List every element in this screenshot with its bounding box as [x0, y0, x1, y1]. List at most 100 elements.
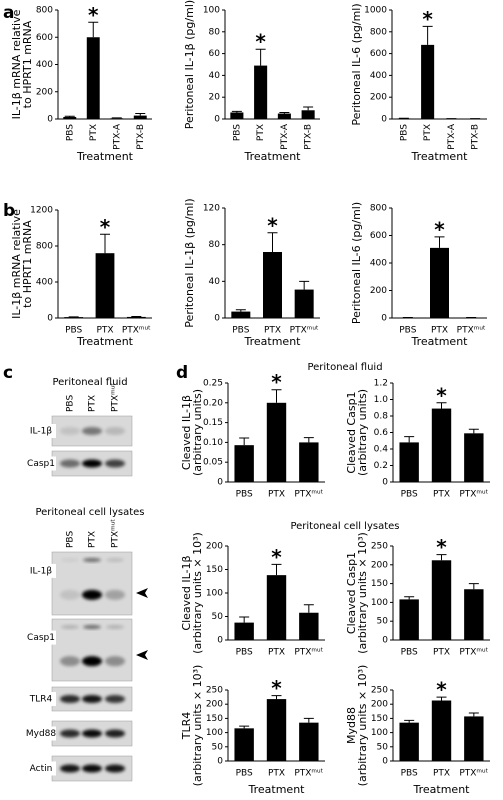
error-bar [239, 725, 250, 729]
y-tick-label: 0 [214, 115, 220, 125]
x-tick-label: PTXᵐᵘᵗ [290, 326, 319, 336]
y-tick-label: 80 [209, 27, 221, 37]
bar [266, 402, 287, 482]
y-tick-label: 0.6 [374, 428, 389, 438]
error-bar [404, 719, 415, 723]
x-tick-label: PTX-B [304, 124, 314, 150]
x-tick-label: PTXᵐᵘᵗ [457, 326, 486, 336]
y-tick-label: 800 [36, 6, 53, 16]
y-tick-label: 250 [206, 686, 223, 696]
blot-label: Casp1 [27, 459, 55, 469]
blot-label: TLR4 [29, 695, 53, 705]
blot-band [105, 729, 125, 738]
x-tick-label: PTX-A [447, 123, 457, 150]
x-tick-label: PTX [423, 124, 433, 141]
x-tick-label: PTXᵐᵘᵗ [459, 490, 488, 500]
y-tick-label: 200 [371, 700, 388, 710]
blot-label: Actin [30, 764, 53, 774]
y-tick-label: 0.15 [203, 418, 223, 428]
y-axis-label: (arbitrary units) [356, 389, 369, 476]
y-tick-label: 600 [370, 231, 387, 241]
section-heading: Peritoneal cell lysates [290, 521, 399, 532]
error-bar [434, 236, 445, 248]
x-axis-label: Treatment [413, 783, 471, 796]
y-axis-label: (arbitrary units × 10³) [191, 532, 204, 654]
blot-label: Casp1 [27, 633, 55, 643]
y-tick-label: 100 [203, 6, 220, 16]
arrowhead [136, 588, 148, 598]
blot-band [82, 427, 102, 435]
y-tick-label: 800 [370, 27, 387, 37]
blot-label-box [26, 456, 56, 471]
significance-mark: * [436, 383, 447, 407]
bar [464, 433, 484, 482]
x-tick-label: PBS [399, 124, 409, 141]
y-tick-label: 1200 [30, 206, 53, 216]
bar [230, 112, 244, 119]
y-axis-label: Peritoneal IL-6 (pg/ml) [350, 202, 363, 324]
y-tick-label: 40 [209, 71, 221, 81]
error-bar [271, 563, 282, 576]
panel-label: d [176, 363, 188, 383]
x-tick-label: PTXᵐᵘᵗ [459, 769, 488, 779]
x-tick-label: PTX-B [471, 124, 481, 150]
y-tick-label: 1.2 [374, 379, 388, 389]
error-bar [468, 712, 479, 717]
blot-label-box [26, 692, 56, 706]
x-tick-label: PBS [401, 648, 418, 658]
blot-band [105, 589, 125, 600]
y-axis-label: Myd88 [345, 707, 358, 744]
y-tick-label: 200 [371, 560, 388, 570]
blot-band [60, 729, 80, 738]
error-bar [436, 402, 447, 409]
blot-band [105, 427, 125, 435]
significance-mark: * [434, 217, 445, 241]
panel-label: a [3, 3, 14, 23]
x-tick-label: PBS [236, 490, 253, 500]
x-tick-label: PTX [433, 490, 450, 500]
blot-band [83, 558, 101, 562]
x-tick-label: PBS [401, 490, 418, 500]
bar [399, 442, 419, 482]
y-tick-label: 600 [36, 33, 53, 43]
blot-section-title: Peritoneal cell lysates [35, 507, 144, 518]
x-tick-label: PTXᵐᵘᵗ [294, 648, 323, 658]
x-tick-label: PTX-B [136, 124, 146, 150]
y-axis-label: to HPRT1 mRNA [21, 220, 34, 308]
y-tick-label: 200 [36, 87, 53, 97]
x-tick-label: PBS [401, 769, 418, 779]
bar [431, 700, 452, 761]
y-tick-label: 0 [47, 314, 53, 324]
bar [126, 316, 146, 318]
y-tick-label: 150 [371, 579, 388, 589]
blot-band [82, 589, 102, 600]
y-tick-label: 400 [36, 60, 53, 70]
error-bar [279, 111, 290, 114]
x-axis-label: Treatment [244, 335, 302, 348]
blot-band [60, 427, 80, 435]
error-bar [436, 554, 447, 561]
x-axis-label: Treatment [76, 335, 134, 348]
error-bar [271, 389, 282, 403]
lane-label: PBS [66, 395, 76, 412]
y-tick-label: 0.05 [203, 458, 223, 468]
x-tick-label: PBS [236, 769, 253, 779]
bar [301, 110, 315, 119]
x-tick-label: PTX [256, 124, 266, 141]
bar [254, 65, 268, 119]
x-tick-label: PTX [89, 124, 99, 141]
bar [234, 445, 254, 482]
y-tick-label: 0 [47, 115, 53, 125]
error-bar [235, 309, 246, 312]
significance-mark: * [271, 545, 282, 569]
significance-mark: * [271, 676, 282, 700]
blot-band [60, 764, 80, 773]
y-tick-label: 400 [370, 259, 387, 269]
bar [234, 622, 254, 640]
x-tick-label: PTXᵐᵘᵗ [294, 769, 323, 779]
blot-band [106, 558, 124, 562]
x-tick-label: PTXᵐᵘᵗ [122, 326, 151, 336]
error-bar [422, 25, 433, 45]
y-tick-label: 0 [382, 757, 388, 767]
